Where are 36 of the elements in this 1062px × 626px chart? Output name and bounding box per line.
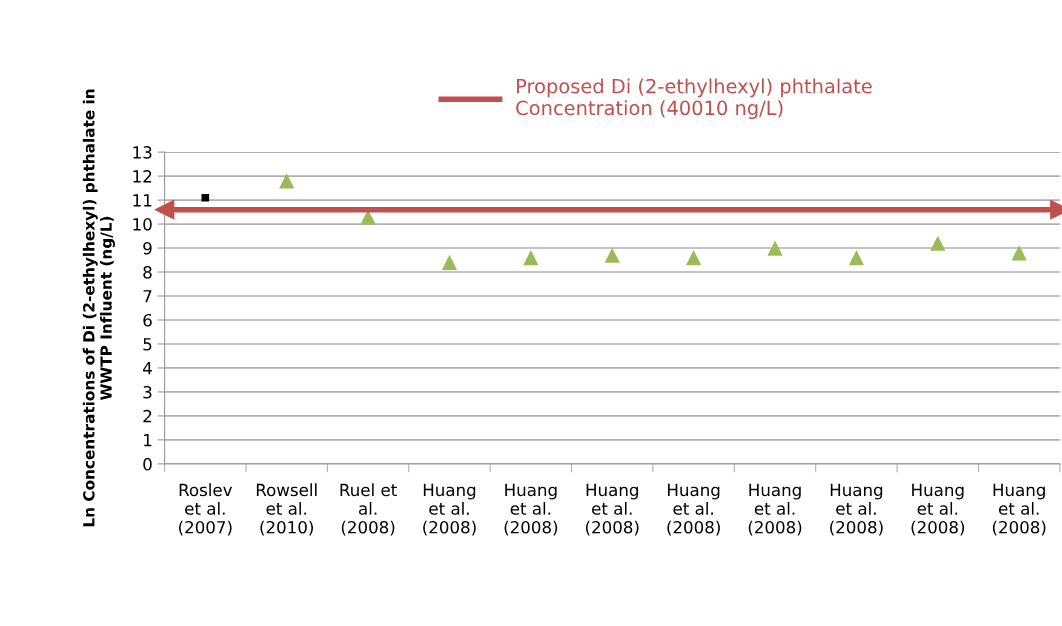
x-tick-label: Huang et al. (2008) <box>423 483 476 536</box>
y-tick-label: 7 <box>143 290 152 303</box>
y-tick-label: 0 <box>143 457 152 471</box>
x-tick-label: Huang et al. (2008) <box>911 483 965 536</box>
x-tick-label: Roslev et al. (2007) <box>179 483 233 536</box>
y-tick-label: 8 <box>143 265 152 279</box>
x-tick-label: Huang et al. (2008) <box>830 483 883 536</box>
point <box>686 250 702 266</box>
legend-label: Proposed Di (2-ethylhexyl) phthalate Concentration (40010 ng/L) <box>516 78 872 120</box>
y-tick-label: 12 <box>133 170 152 183</box>
point <box>523 250 539 266</box>
y-tick-label: 13 <box>133 146 152 159</box>
x-tick-label: Ruel et al. (2008) <box>340 483 397 536</box>
point <box>604 247 620 263</box>
point <box>1011 245 1027 261</box>
y-tick-label: 11 <box>133 194 152 207</box>
y-tick-label: 5 <box>143 338 152 351</box>
point <box>441 254 458 271</box>
point <box>930 235 946 251</box>
x-tick-label: Huang et al. (2008) <box>504 483 558 536</box>
y-tick-label: 3 <box>143 385 152 399</box>
x-tick-label: Rowsell et al. (2010) <box>256 483 317 536</box>
y-axis-title: Ln Concentrations of Di (2-ethylhexyl) phthalate in WWTP Influent (ng/L) <box>82 89 115 527</box>
y-tick-label: 2 <box>143 409 152 423</box>
point <box>767 240 783 256</box>
y-tick-label: 10 <box>133 218 152 231</box>
y-tick-label: 4 <box>143 362 152 375</box>
point <box>279 173 295 189</box>
point <box>848 250 865 266</box>
y-tick-label: 6 <box>143 313 152 327</box>
y-tick-label: 9 <box>143 242 152 255</box>
x-tick-label: Huang et al. (2008) <box>585 483 639 536</box>
x-tick-label: Huang et al. (2008) <box>992 483 1046 536</box>
x-tick-label: Huang et al. (2008) <box>748 483 802 536</box>
x-tick-label: Huang et al. (2008) <box>667 483 720 536</box>
y-tick-label: 1 <box>144 434 152 447</box>
